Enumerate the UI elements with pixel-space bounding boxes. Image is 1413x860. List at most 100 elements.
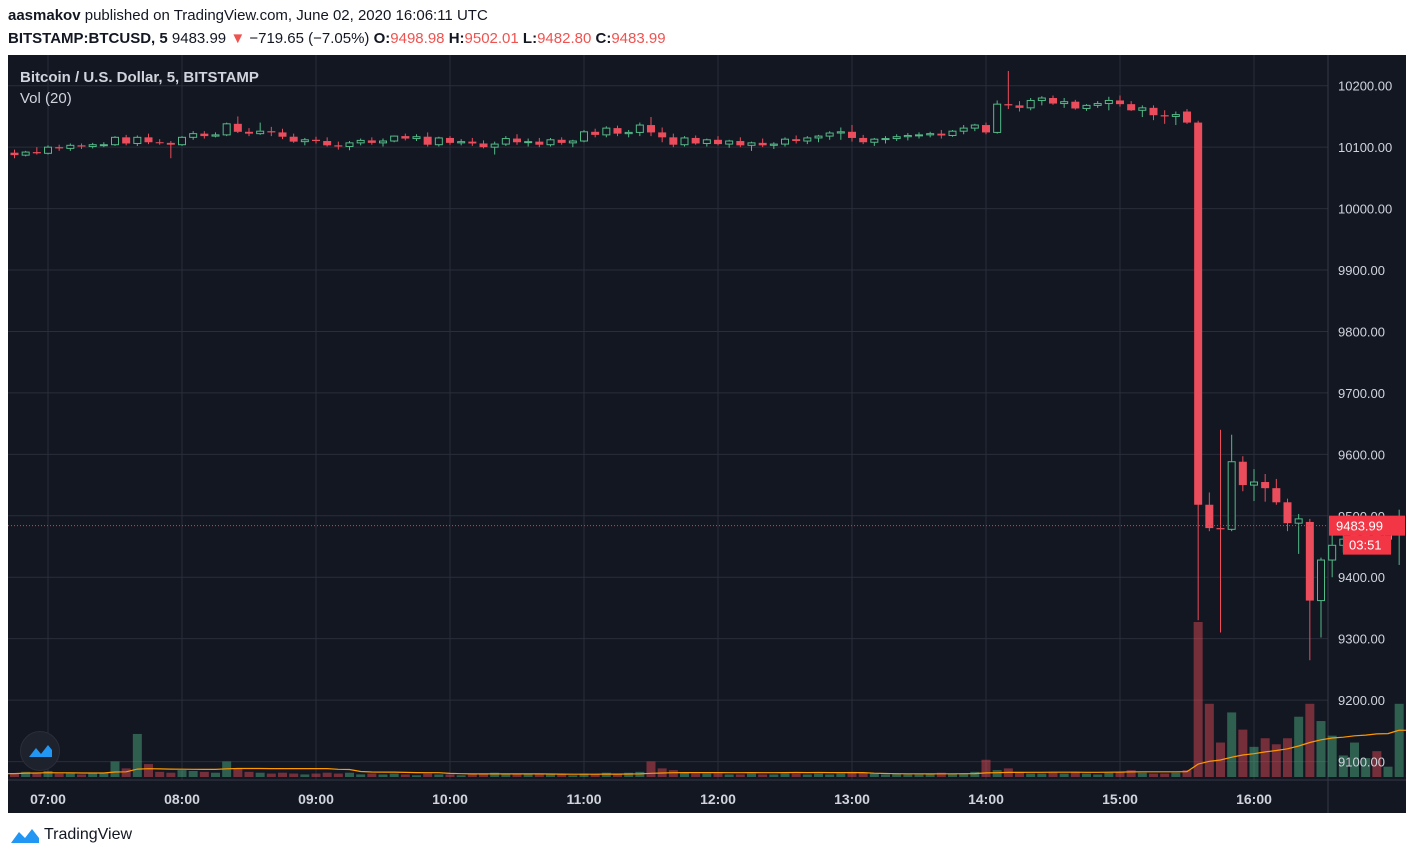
volume-bar: [400, 774, 410, 777]
volume-bar: [144, 764, 153, 777]
candle-body: [1171, 114, 1180, 117]
candle-body: [993, 103, 1002, 133]
volume-bar: [691, 773, 701, 777]
volume-bar: [289, 773, 299, 777]
volume-bar: [99, 772, 109, 777]
volume-bar: [1037, 773, 1047, 777]
price-tick-label: 9900.00: [1338, 263, 1385, 278]
volume-bar: [601, 772, 611, 777]
quote-line: BITSTAMP:BTCUSD, 5 9483.99 ▼ −719.65 (−7…: [8, 30, 666, 47]
time-tick-label: 15:00: [1102, 791, 1138, 807]
candle-body: [189, 133, 198, 138]
candle-body: [367, 140, 376, 143]
candle-body: [1116, 100, 1124, 105]
candle-body: [937, 133, 946, 136]
price-tick-label: 9600.00: [1338, 447, 1385, 462]
candle-body: [334, 145, 343, 147]
chart-panel[interactable]: 10200.00 10100.00 10000.00 9900.00 9800.00 97…: [8, 55, 1406, 813]
volume-legend[interactable]: Vol (20): [20, 90, 72, 107]
candle-body: [99, 144, 108, 147]
candle-body: [524, 141, 533, 144]
time-tick-label: 10:00: [432, 791, 468, 807]
last-price: 9483.99: [171, 30, 227, 47]
countdown-label: 03:51: [1349, 538, 1382, 553]
volume-bar: [1104, 772, 1114, 777]
volume-bar: [77, 774, 86, 777]
candle-body: [859, 137, 868, 143]
volume-bar: [802, 774, 812, 777]
candle-body: [535, 141, 544, 145]
volume-bar: [624, 772, 634, 777]
volume-bar: [378, 774, 388, 777]
volume-bar: [1082, 773, 1091, 777]
volume-bar: [1249, 746, 1259, 777]
author-name[interactable]: aasmakov: [8, 7, 81, 24]
candle-body: [1037, 97, 1046, 101]
candle-body: [1216, 528, 1225, 530]
candle-body: [111, 136, 119, 146]
volume-bar: [412, 775, 421, 777]
volume-bar: [188, 770, 198, 777]
volume-bar: [1059, 773, 1069, 777]
price-change: −719.65 (−7.05%): [249, 30, 370, 47]
price-tick-label: 9700.00: [1338, 386, 1385, 401]
symbol-label[interactable]: BITSTAMP:BTCUSD, 5: [8, 30, 168, 47]
volume-bar: [981, 759, 991, 777]
volume-bar: [713, 773, 723, 777]
candle-body: [1294, 518, 1303, 524]
volume-bar: [43, 770, 53, 777]
candle-body: [1071, 101, 1080, 109]
volume-bar: [1193, 622, 1203, 777]
candle-body: [401, 136, 410, 139]
candle-body: [1104, 99, 1113, 105]
candle-body: [144, 137, 153, 143]
volume-bar: [758, 774, 768, 777]
candle-body: [580, 131, 588, 142]
volume-bar: [1137, 772, 1147, 777]
time-tick-label: 08:00: [164, 791, 200, 807]
volume-bar: [1160, 773, 1170, 777]
candle-body: [490, 143, 499, 148]
volume-bar: [1115, 771, 1125, 777]
candle-body: [814, 135, 823, 139]
volume-bar: [512, 774, 522, 777]
candle-body: [10, 152, 19, 156]
volume-bar: [132, 733, 142, 777]
candle-body: [970, 124, 979, 129]
candle-body: [591, 131, 600, 135]
volume-bar: [791, 773, 801, 777]
volume-bar: [1338, 755, 1348, 777]
tradingview-badge-icon[interactable]: [20, 731, 60, 771]
candle-body: [714, 139, 722, 145]
volume-bar: [936, 772, 946, 777]
candle-body: [21, 151, 30, 156]
volume-bar: [501, 773, 511, 777]
volume-bar: [724, 774, 734, 777]
candle-body: [568, 140, 577, 144]
candle-body: [959, 127, 968, 132]
candle-body: [1127, 104, 1136, 111]
volume-bar: [88, 773, 98, 777]
footer-brand[interactable]: TradingView: [44, 826, 133, 843]
candle-body: [602, 127, 611, 136]
volume-bar: [769, 774, 779, 777]
price-chart[interactable]: 10200.00 10100.00 10000.00 9900.00 9800.00 97…: [8, 55, 1406, 813]
volume-bar: [54, 773, 64, 777]
volume-bar: [1327, 735, 1337, 777]
candle-body: [836, 131, 845, 134]
volume-bar: [65, 772, 75, 777]
volume-bar: [233, 768, 243, 777]
candle-body: [1194, 122, 1203, 505]
volume-bar: [423, 773, 433, 777]
candle-body: [725, 140, 734, 145]
volume-bar: [1149, 773, 1158, 777]
candle-body: [356, 139, 365, 144]
volume-bar: [668, 770, 678, 777]
candle-body: [1205, 504, 1214, 529]
close-value: 9483.99: [611, 30, 666, 47]
volume-bar: [869, 773, 879, 777]
volume-bar: [211, 772, 220, 777]
candle-body: [982, 125, 990, 133]
volume-bar: [546, 774, 555, 777]
price-tick-label: 10200.00: [1338, 79, 1392, 94]
